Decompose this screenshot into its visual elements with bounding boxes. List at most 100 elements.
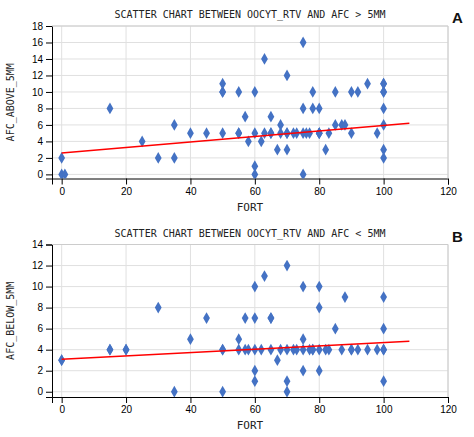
grid-line-x: [319, 26, 320, 179]
scatter-point: [316, 103, 323, 115]
tick-label: 6: [37, 323, 43, 334]
tick-label: 6: [37, 120, 43, 131]
tick-mark: [46, 266, 52, 267]
scatter-point: [107, 344, 114, 356]
tick-mark: [46, 92, 52, 93]
scatter-point: [268, 344, 275, 356]
tick-label: 40: [185, 186, 197, 197]
grid-line-x: [190, 245, 191, 398]
scatter-point: [251, 86, 258, 98]
tick: 6: [37, 120, 52, 131]
panel: 02040608010012002468101214SCATTER CHART …: [5, 228, 463, 433]
scatter-point: [171, 152, 178, 164]
tick-mark: [46, 371, 52, 372]
tick-mark: [126, 179, 127, 185]
scatter-point: [374, 344, 381, 356]
scatter-point: [316, 127, 323, 139]
axis-line: [53, 398, 449, 404]
grid-line-y: [52, 265, 448, 266]
scatter-point: [284, 386, 291, 397]
chart-canvas: 020406080100120024681012141618SCATTER CH…: [0, 0, 474, 437]
tick: 16: [32, 37, 52, 48]
tick-label: 60: [250, 186, 262, 197]
scatter-point: [58, 152, 65, 164]
grid-line-y: [52, 370, 448, 371]
scatter-point: [348, 344, 355, 356]
scatter-point: [251, 160, 258, 172]
x-axis: 020406080100120: [53, 179, 458, 197]
tick-label: 100: [376, 186, 393, 197]
scatter-point: [300, 103, 307, 115]
scatter-point: [364, 344, 371, 356]
scatter-point: [348, 86, 355, 98]
tick-mark: [46, 26, 52, 27]
tick-mark: [46, 245, 52, 246]
scatter-point: [316, 281, 323, 293]
y-axis-title: AFC_BELOW_5MM: [5, 282, 17, 360]
tick-mark: [62, 179, 63, 185]
plot-frame: [52, 26, 448, 179]
scatter-point: [203, 312, 210, 324]
tick-label: 40: [185, 404, 197, 415]
tick-label: 4: [37, 344, 43, 355]
tick: 20: [121, 179, 133, 197]
scatter-point: [171, 386, 178, 397]
panel: 020406080100120024681012141618SCATTER CH…: [5, 9, 463, 214]
tick-label: 18: [32, 21, 44, 32]
scatter-point: [261, 127, 268, 139]
scatter-point: [277, 119, 284, 131]
plot-marks: [58, 37, 409, 179]
scatter-point: [261, 270, 268, 282]
axis-line: [46, 245, 53, 398]
scatter-point: [309, 86, 316, 98]
tick-mark: [126, 397, 127, 403]
tick-mark: [46, 108, 52, 109]
scatter-point: [284, 344, 291, 356]
scatter-point: [309, 103, 316, 115]
texts: SCATTER CHART BETWEEN OOCYT_RTV AND AFC …: [5, 9, 463, 214]
tick-label: 10: [32, 87, 44, 98]
tick: 14: [32, 54, 52, 65]
axis-line: [53, 179, 449, 185]
tick: 2: [37, 365, 52, 376]
tick-label: 14: [32, 54, 44, 65]
scatter-point: [380, 344, 387, 356]
tick-mark: [319, 179, 320, 185]
scatter-point: [235, 86, 242, 98]
tick: 0: [59, 179, 65, 197]
tick: 14: [32, 239, 52, 250]
grid-line-x: [126, 245, 127, 398]
tick-mark: [46, 287, 52, 288]
scatter-point: [187, 127, 194, 139]
scatter-point: [274, 354, 281, 366]
tick-mark: [190, 397, 191, 403]
scatter-point: [380, 375, 387, 387]
tick-label: 14: [32, 239, 44, 250]
tick-mark: [46, 141, 52, 142]
tick-mark: [190, 179, 191, 185]
scatter-point: [332, 323, 339, 335]
tick-label: 120: [440, 404, 457, 415]
scatter-point: [107, 103, 114, 115]
chart-title: SCATTER CHART BETWEEN OOCYT_RTV AND AFC …: [115, 228, 386, 240]
scatter-point: [316, 365, 323, 377]
tick-mark: [46, 392, 52, 393]
scatter-point: [300, 168, 307, 178]
tick: 100: [376, 179, 393, 197]
scatter-point: [107, 344, 114, 356]
scatter-point: [354, 344, 361, 356]
grid-line-y: [52, 42, 448, 43]
grid-line-y: [52, 157, 448, 158]
scatter-point: [380, 78, 387, 90]
tick: 8: [37, 103, 52, 114]
scatter-point: [268, 312, 275, 324]
scatter-point: [300, 37, 307, 49]
panel-letter: B: [452, 228, 463, 245]
scatter-point: [342, 291, 349, 303]
scatter-point: [332, 86, 339, 98]
scatter-point: [284, 375, 291, 387]
scatter-point: [274, 144, 281, 156]
tick: 40: [185, 179, 197, 197]
tick: 0: [37, 169, 52, 180]
scatter-point: [293, 344, 300, 356]
